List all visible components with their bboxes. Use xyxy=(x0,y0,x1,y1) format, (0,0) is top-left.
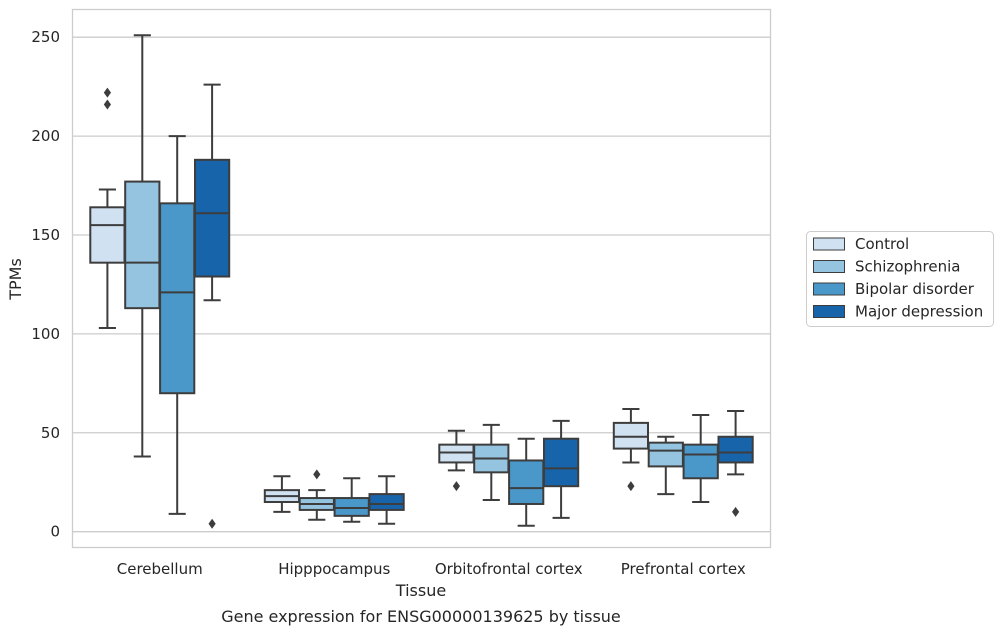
box-schizophrenia xyxy=(473,423,510,502)
boxes xyxy=(89,34,754,529)
outlier-point xyxy=(732,506,740,517)
y-tick-label: 100 xyxy=(31,325,60,343)
outlier-point xyxy=(103,99,111,110)
legend: Control Schizophrenia Bipolar disorder Majo… xyxy=(806,231,994,327)
x-tick-label: Orbitofrontal cortex xyxy=(435,560,583,578)
box-schizophrenia xyxy=(124,34,161,458)
box-body xyxy=(124,180,161,310)
x-tick-label: Hipppocampus xyxy=(278,560,390,578)
y-tick-label: 50 xyxy=(41,424,60,442)
box-body xyxy=(193,158,231,278)
plot-area xyxy=(71,8,772,549)
legend-swatch xyxy=(813,260,845,273)
figure-caption: Gene expression for ENSG00000139625 by t… xyxy=(221,607,621,626)
x-axis-title: Tissue xyxy=(395,581,446,600)
box-major-depression xyxy=(193,83,231,529)
box-control xyxy=(89,87,126,329)
legend-label: Major depression xyxy=(855,303,983,321)
box-bipolar-disorder xyxy=(682,413,719,504)
box-body xyxy=(89,206,126,264)
box-schizophrenia xyxy=(647,435,684,496)
outlier-point xyxy=(452,481,460,492)
box-body xyxy=(542,437,580,488)
legend-swatch xyxy=(813,305,845,318)
box-major-depression xyxy=(368,475,405,525)
box-bipolar-disorder xyxy=(508,437,545,527)
outlier-point xyxy=(313,469,321,480)
box-bipolar-disorder xyxy=(159,135,196,515)
x-tick-label: Prefrontal cortex xyxy=(621,560,746,578)
legend-swatch xyxy=(813,282,845,296)
y-tick-label: 150 xyxy=(31,226,60,244)
legend-swatch xyxy=(813,237,845,251)
box-major-depression xyxy=(717,410,754,517)
box-body xyxy=(682,443,719,480)
box-control xyxy=(612,408,650,492)
y-axis-ticks: 0 50 100 150 200 250 xyxy=(31,28,60,540)
box-control xyxy=(263,475,301,513)
y-axis-title: TPMs xyxy=(6,258,25,301)
x-axis-ticks: Cerebellum Hipppocampus Orbitofrontal cort… xyxy=(117,560,746,578)
box-body xyxy=(647,441,684,468)
box-bipolar-disorder xyxy=(333,477,370,523)
box-body xyxy=(717,435,754,464)
legend-frame xyxy=(806,231,994,327)
outlier-point xyxy=(208,518,216,529)
box-body xyxy=(159,202,196,395)
outlier-point xyxy=(103,87,111,98)
outlier-point xyxy=(627,481,635,492)
x-tick-label: Cerebellum xyxy=(117,560,203,578)
box-major-depression xyxy=(542,419,580,519)
y-tick-label: 200 xyxy=(31,127,60,145)
y-tick-label: 250 xyxy=(31,28,60,46)
box-body xyxy=(368,493,405,511)
box-body xyxy=(508,459,545,505)
y-tick-label: 0 xyxy=(50,523,60,541)
legend-label: Control xyxy=(855,235,909,253)
legend-label: Bipolar disorder xyxy=(855,280,975,298)
legend-label: Schizophrenia xyxy=(855,258,960,276)
box-schizophrenia xyxy=(298,469,335,521)
box-control xyxy=(438,429,475,492)
